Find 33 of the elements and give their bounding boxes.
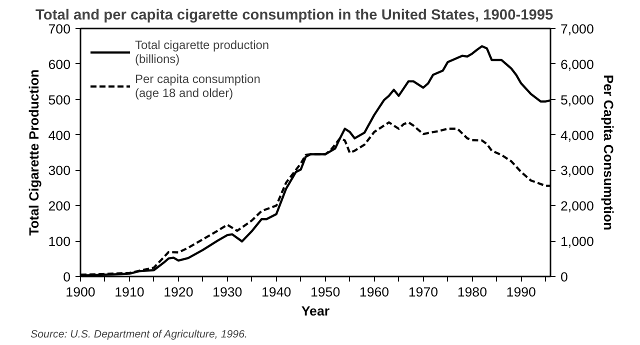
x-tick-label: 1950 [310,284,340,300]
y2-axis-title: Per Capita Consumption [600,74,616,230]
y-tick-label: 200 [48,198,71,214]
chart-title: Total and per capita cigarette consumption in the United States, 1900-1995 [36,8,554,24]
y-tick-label: 100 [48,234,71,250]
y2-tick-label: 0 [560,270,568,284]
y-tick-label: 600 [48,56,71,72]
x-tick-label: 1920 [164,284,194,300]
y2-tick-label: 4,000 [560,128,594,143]
x-tick-label: 1930 [212,284,242,300]
y-tick-label: 500 [48,92,71,108]
y-axis-title: Total Cigarette Production [26,69,42,236]
x-tick-label: 1980 [457,284,487,300]
x-tick-label: 1960 [359,284,390,300]
y2-tick-label: 6,000 [560,56,594,72]
y-tick-label: 0 [63,270,71,284]
legend-label: Total cigarette production (billions) [135,38,270,66]
x-tick-label: 1900 [66,284,96,300]
y2-tick-label: 1,000 [560,234,594,250]
x-tick-label: 1990 [506,284,536,300]
y-tick-label: 700 [48,22,71,36]
x-axis-title: Year [301,304,330,318]
y2-tick-label: 7,000 [560,22,594,36]
x-tick-label: 1940 [262,284,292,300]
source-note: Source: U.S. Department of Agriculture, 1996. [30,328,248,340]
y2-tick-label: 5,000 [560,92,594,108]
legend-label: Per capita consumption (age 18 and older) [135,72,260,100]
x-tick-label: 1910 [114,284,144,300]
y-tick-label: 300 [48,163,71,178]
x-tick-label: 1970 [408,284,438,300]
y-tick-label: 400 [48,128,71,143]
y2-tick-label: 2,000 [560,198,594,214]
y2-tick-label: 3,000 [560,163,594,178]
